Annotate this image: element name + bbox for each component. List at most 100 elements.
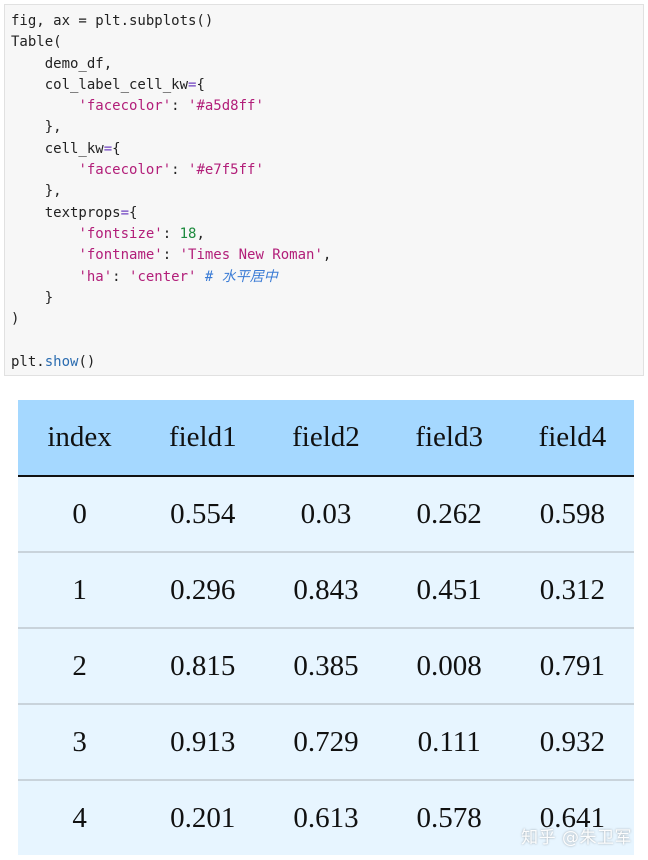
code-token: () [78, 353, 96, 370]
table-cell: 0.641 [510, 780, 634, 855]
table-cell: 0.913 [141, 704, 265, 781]
code-token: { [129, 204, 138, 221]
code-token: { [112, 140, 121, 157]
table-cell: 0.554 [141, 476, 265, 553]
table-cell: 2 [18, 628, 142, 705]
code-line: } [11, 288, 643, 309]
code-token [11, 98, 78, 114]
table-cell: 0.843 [264, 552, 388, 629]
table-header-row: index field1 field2 field3 field4 [18, 400, 634, 477]
code-token: = [120, 204, 130, 221]
code-token: demo_df, [11, 55, 113, 72]
code-token: : [162, 247, 180, 264]
table-row: 1 0.296 0.843 0.451 0.312 [18, 552, 634, 629]
code-token: }, [11, 183, 62, 200]
code-token: 'facecolor' [78, 98, 172, 115]
table-cell: 0.262 [387, 476, 511, 553]
code-token: Table( [11, 34, 62, 51]
table-cell: 0.296 [141, 552, 265, 629]
code-token [11, 162, 78, 178]
code-line: 'fontname': 'Times New Roman', [11, 245, 643, 266]
code-token: = [103, 140, 113, 157]
table-row: 2 0.815 0.385 0.008 0.791 [18, 628, 634, 705]
table-cell: 1 [18, 552, 142, 629]
code-token: 'Times New Roman' [179, 247, 323, 264]
code-token: 18 [179, 225, 197, 242]
code-token: # 水平居中 [196, 268, 278, 285]
code-token: 'ha' [78, 268, 113, 285]
column-header: index [18, 400, 142, 477]
table-cell: 0.815 [141, 628, 265, 705]
code-token: : [171, 162, 189, 179]
table-cell: 0.932 [510, 704, 634, 781]
code-token: show [44, 353, 79, 370]
code-token: = [188, 76, 197, 93]
table-cell: 4 [18, 780, 142, 855]
data-table: index field1 field2 field3 field4 0 0.554 0.03… [18, 400, 634, 855]
code-token: 'center' [129, 268, 197, 285]
code-token: }, [11, 119, 62, 136]
code-line: 'facecolor': '#a5d8ff' [11, 96, 643, 117]
table-cell: 0.791 [510, 628, 634, 705]
code-token: fig, ax = plt.subplots() [11, 13, 214, 29]
code-token: { [196, 76, 205, 93]
code-line: ) [11, 309, 643, 330]
table-row: 4 0.201 0.613 0.578 0.641 [18, 780, 634, 855]
code-line: col_label_cell_kw={ [11, 75, 643, 96]
code-token [11, 247, 78, 263]
code-line: 'facecolor': '#e7f5ff' [11, 160, 643, 181]
code-token [11, 269, 78, 285]
code-token: col_label_cell_kw [11, 76, 189, 93]
code-token: , [322, 247, 332, 264]
table-cell: 0.312 [510, 552, 634, 629]
table-cell: 0.03 [264, 476, 388, 553]
column-header: field1 [141, 400, 265, 477]
code-line: 'ha': 'center' # 水平居中 [11, 267, 643, 288]
code-token [11, 226, 78, 242]
code-line: Table( [11, 32, 643, 53]
code-line: }, [11, 117, 643, 138]
table-body: 0 0.554 0.03 0.262 0.598 1 0.296 0.843 0.451 0.31… [18, 476, 634, 855]
code-line: fig, ax = plt.subplots() [11, 11, 643, 32]
column-header: field3 [387, 400, 511, 477]
column-header: field2 [264, 400, 388, 477]
code-line: demo_df, [11, 54, 643, 75]
code-token: } [11, 289, 54, 306]
table-cell: 0.201 [141, 780, 265, 855]
code-token: 'facecolor' [78, 162, 172, 179]
code-token: 'fontname' [78, 247, 163, 264]
code-token: cell_kw [11, 140, 104, 157]
code-token: '#a5d8ff' [188, 98, 264, 115]
code-line: cell_kw={ [11, 139, 643, 160]
table-figure: index field1 field2 field3 field4 0 0.554 0.03… [18, 400, 634, 856]
table-row: 3 0.913 0.729 0.111 0.932 [18, 704, 634, 781]
table-cell: 3 [18, 704, 142, 781]
table-cell: 0.729 [264, 704, 388, 781]
table-cell: 0.578 [387, 780, 511, 855]
code-token: , [196, 225, 205, 242]
code-token: ) [11, 311, 20, 328]
table-cell: 0.385 [264, 628, 388, 705]
code-token: : [171, 98, 189, 115]
table-cell: 0.008 [387, 628, 511, 705]
code-token: plt. [11, 353, 45, 370]
code-line: }, [11, 181, 643, 202]
code-token: 'fontsize' [78, 225, 163, 242]
code-token: '#e7f5ff' [188, 162, 264, 179]
code-line: plt.show() [11, 352, 643, 373]
column-header: field4 [510, 400, 634, 477]
code-token: : [112, 268, 130, 285]
table-cell: 0.613 [264, 780, 388, 855]
table-cell: 0 [18, 476, 142, 553]
table-cell: 0.111 [387, 704, 511, 781]
table-row: 0 0.554 0.03 0.262 0.598 [18, 476, 634, 553]
code-token: : [162, 225, 180, 242]
code-block: fig, ax = plt.subplots() Table( demo_df, … [4, 4, 644, 376]
code-token: textprops [11, 204, 121, 221]
watermark-text: 知乎 @朱卫军 [521, 828, 632, 848]
code-line: textprops={ [11, 203, 643, 224]
table-cell: 0.598 [510, 476, 634, 553]
code-line [11, 330, 643, 351]
table-cell: 0.451 [387, 552, 511, 629]
code-line: 'fontsize': 18, [11, 224, 643, 245]
